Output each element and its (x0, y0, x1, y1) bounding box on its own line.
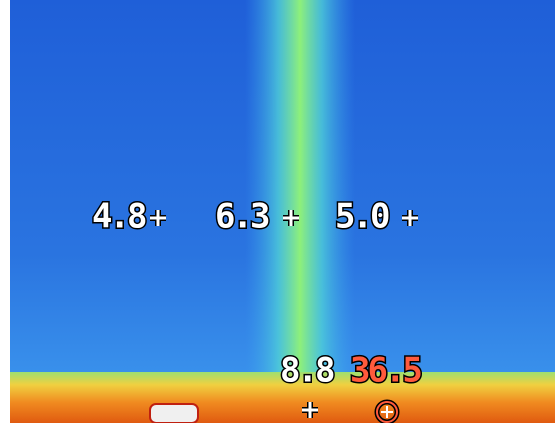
spot-reading: 5.0 (335, 197, 389, 237)
spot-reading: 6.3 (215, 197, 269, 237)
hot-object (150, 404, 198, 423)
page: 4.8 6.3 5.0 8.8 36.5 (() => { const data… (0, 0, 555, 423)
center-reading: 8.8 (280, 351, 334, 391)
thermal-view: 4.8 6.3 5.0 8.8 36.5 (0, 0, 555, 423)
max-reading: 36.5 (350, 351, 421, 391)
spot-reading: 4.8 (92, 197, 146, 237)
warm-stripe (245, 0, 355, 380)
